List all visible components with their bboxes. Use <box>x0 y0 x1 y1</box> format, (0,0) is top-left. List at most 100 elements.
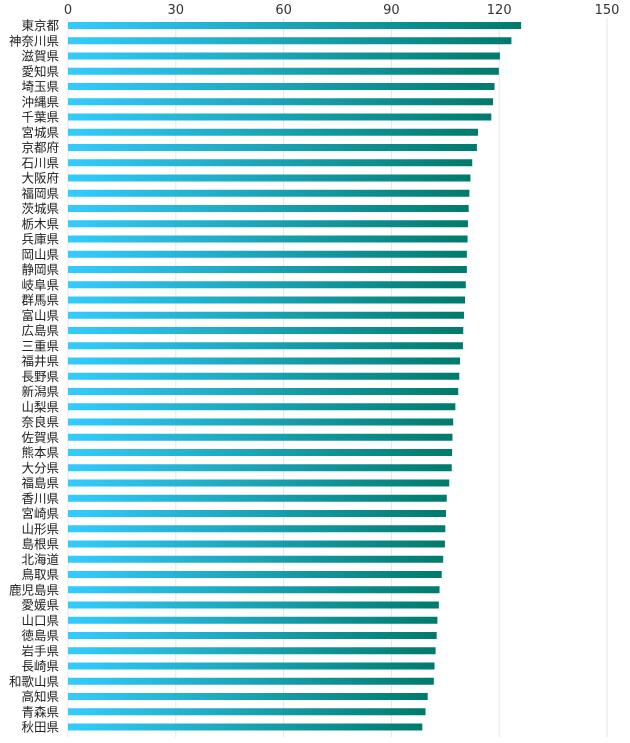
bar <box>68 464 452 472</box>
bar <box>68 250 467 258</box>
category-label: 長野県 <box>21 369 59 384</box>
category-label: 兵庫県 <box>21 232 59 247</box>
category-label: 東京都 <box>21 18 59 33</box>
bar <box>68 433 453 441</box>
bar <box>68 281 466 289</box>
category-label: 福井県 <box>21 354 59 369</box>
bar <box>68 311 464 319</box>
category-label: 滋賀県 <box>21 49 59 64</box>
category-label: 神奈川県 <box>9 33 59 48</box>
category-label: 沖縄県 <box>21 94 59 109</box>
bar <box>68 601 439 609</box>
category-labels: 東京都神奈川県滋賀県愛知県埼玉県沖縄県千葉県宮城県京都府石川県大阪府福岡県茨城県… <box>9 18 60 735</box>
bar <box>68 723 423 731</box>
bar <box>68 189 470 197</box>
bar <box>68 693 428 700</box>
bar <box>68 540 445 548</box>
category-label: 栃木県 <box>21 216 59 231</box>
x-tick-label: 90 <box>383 3 400 18</box>
bar <box>68 403 456 411</box>
x-axis-ticks: 0 30 60 90 120 150 <box>64 3 620 18</box>
category-label: 熊本県 <box>21 445 59 460</box>
category-label: 山梨県 <box>21 399 59 414</box>
category-label: 秋田県 <box>21 720 59 735</box>
x-tick-label: 0 <box>64 3 72 18</box>
bar <box>68 52 500 60</box>
category-label: 愛知県 <box>21 64 59 79</box>
bar <box>68 616 438 624</box>
category-label: 愛媛県 <box>21 598 59 613</box>
bar <box>68 159 473 167</box>
category-label: 島根県 <box>21 537 59 552</box>
bar <box>68 418 454 426</box>
bar <box>68 555 444 563</box>
category-label: 静岡県 <box>21 262 59 277</box>
category-label: 北海道 <box>21 552 59 567</box>
category-label: 鳥取県 <box>21 567 59 582</box>
bar <box>68 83 495 90</box>
bar <box>68 571 442 578</box>
bar <box>68 510 447 517</box>
category-label: 福岡県 <box>21 186 59 201</box>
category-label: 高知県 <box>21 689 59 704</box>
category-label: 青森県 <box>21 704 59 719</box>
bar <box>68 128 478 136</box>
bar <box>68 266 467 273</box>
bar <box>68 98 494 106</box>
bar <box>68 174 471 182</box>
category-label: 徳島県 <box>21 628 59 643</box>
category-label: 香川県 <box>21 491 59 506</box>
x-tick-label: 30 <box>168 3 185 18</box>
bars <box>68 22 522 731</box>
category-label: 大分県 <box>21 460 59 475</box>
bar <box>68 662 435 670</box>
category-label: 千葉県 <box>21 110 59 125</box>
bar <box>68 235 468 243</box>
bar <box>68 113 492 121</box>
bar <box>68 586 440 594</box>
x-tick-label: 120 <box>487 3 512 18</box>
category-label: 福島県 <box>21 476 59 491</box>
bar <box>68 494 447 502</box>
bar <box>68 388 459 395</box>
bar <box>68 205 469 212</box>
category-label: 茨城県 <box>21 201 59 216</box>
category-label: 宮崎県 <box>21 506 59 521</box>
category-label: 埼玉県 <box>21 79 59 94</box>
category-label: 宮城県 <box>21 125 59 140</box>
category-label: 新潟県 <box>21 384 59 399</box>
x-tick-label: 60 <box>275 3 292 18</box>
bar <box>68 327 464 334</box>
bar <box>68 37 512 45</box>
category-label: 岩手県 <box>21 643 59 658</box>
bar <box>68 357 461 365</box>
category-label: 鹿児島県 <box>9 582 59 597</box>
bar <box>68 220 468 228</box>
bar <box>68 708 426 716</box>
bar <box>68 647 436 655</box>
category-label: 京都府 <box>21 140 59 155</box>
bar <box>68 632 437 639</box>
bar <box>68 479 450 487</box>
category-label: 奈良県 <box>21 415 59 430</box>
category-label: 富山県 <box>21 308 59 323</box>
bar <box>68 22 522 29</box>
bar <box>68 372 460 380</box>
bar <box>68 296 466 304</box>
bar <box>68 677 434 685</box>
bar <box>68 67 499 75</box>
category-label: 岡山県 <box>21 247 59 262</box>
bar <box>68 525 446 533</box>
category-label: 長崎県 <box>21 659 59 674</box>
category-label: 岐阜県 <box>21 277 59 292</box>
category-label: 群馬県 <box>21 293 59 308</box>
bar <box>68 144 477 151</box>
category-label: 石川県 <box>21 155 59 170</box>
category-label: 山形県 <box>21 521 59 536</box>
bar <box>68 449 453 456</box>
category-label: 佐賀県 <box>21 430 59 445</box>
category-label: 広島県 <box>21 323 59 338</box>
bar <box>68 342 463 350</box>
category-label: 山口県 <box>21 613 59 628</box>
